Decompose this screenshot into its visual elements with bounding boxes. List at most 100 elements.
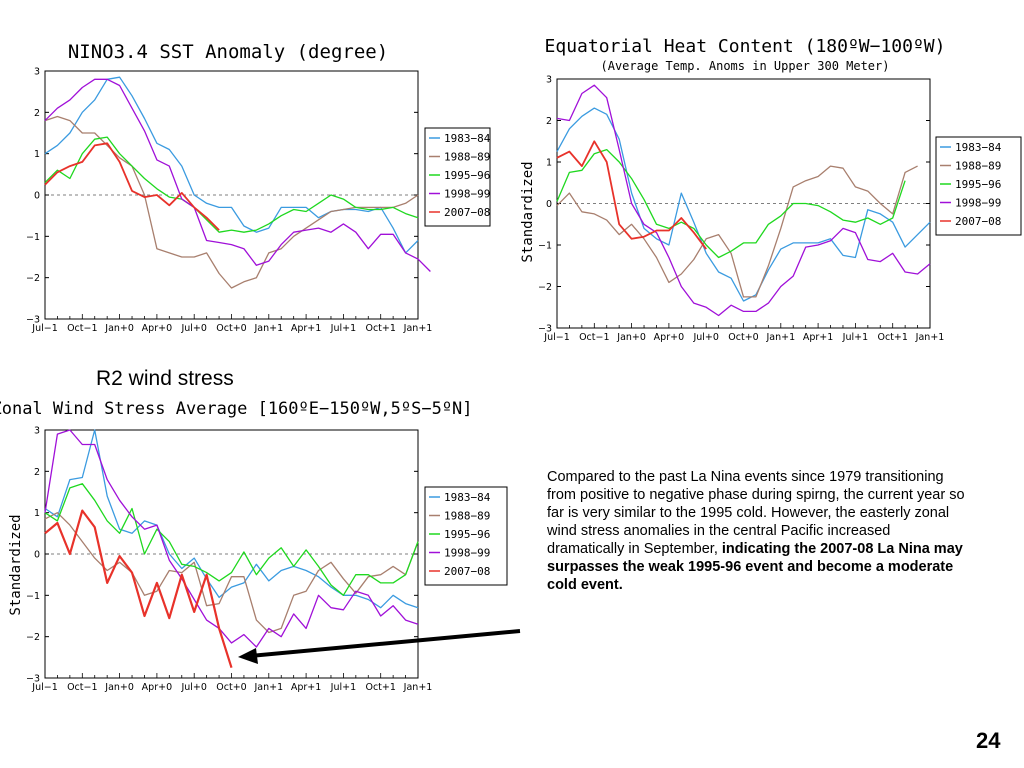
series-line-1983-84 [44,76,419,254]
y-tick-label: 2 [546,116,552,127]
legend-entry: 1995−96 [444,528,490,541]
chart-subtitle: (Average Temp. Anoms in Upper 300 Meter) [601,59,890,73]
x-tick-label: Oct−1 [67,323,97,334]
x-tick-label: Oct−1 [579,332,609,343]
series-line-1995-96 [44,136,419,233]
y-tick-label: −1 [26,591,40,602]
y-tick-label: 1 [34,508,40,519]
x-tick-label: Jan+0 [104,682,134,693]
series-line-1988-89 [556,165,918,298]
legend-box [424,486,508,586]
series-line-1998-99 [44,78,431,272]
legend-entry: 1998−99 [955,197,1001,210]
y-tick-label: 3 [34,426,40,437]
x-tick-label: Apr+0 [142,323,172,334]
chart-title: Zonal Wind Stress Average [160ºE−150ºW,5… [0,399,473,419]
y-tick-label: 2 [34,108,40,119]
y-tick-label: 0 [34,550,40,561]
y-tick-label: 3 [34,67,40,78]
x-tick-label: Jan+1 [253,682,283,693]
y-tick-label: −2 [26,273,40,284]
legend-entry: 1988−89 [444,151,490,164]
section-label: R2 wind stress [96,367,234,390]
x-tick-label: Jul−1 [31,682,57,693]
legend-entry: 1995−96 [955,178,1001,191]
y-tick-label: −3 [538,324,552,335]
y-tick-label: −3 [26,315,40,326]
series-line-2007-08 [44,142,220,231]
legend-entry: 1988−89 [955,160,1001,173]
y-tick-label: 2 [34,467,40,478]
x-tick-label: Oct+0 [216,682,246,693]
x-tick-label: Jul+0 [180,323,206,334]
arrow-head [238,648,258,664]
x-tick-label: Apr+0 [142,682,172,693]
legend-entry: 1983−84 [444,132,491,145]
x-tick-label: Apr+1 [803,332,833,343]
x-tick-label: Apr+0 [654,332,684,343]
legend-entry: 1998−99 [444,547,490,560]
x-tick-label: Oct+0 [728,332,758,343]
legend-box [935,136,1022,236]
zonal-wind-stress-chart: Zonal Wind Stress Average [160ºE−150ºW,5… [0,399,508,693]
y-tick-label: −2 [538,282,552,293]
series-line-1998-99 [44,429,419,648]
x-tick-label: Oct+1 [877,332,907,343]
x-tick-label: Oct+1 [365,323,395,334]
x-tick-label: Jul+1 [330,323,356,334]
chart-title: Equatorial Heat Content (180ºW−100ºW) [545,36,946,57]
legend-entry: 1998−99 [444,188,490,201]
series-line-2007-08 [556,140,707,250]
legend-entry: 1983−84 [444,491,491,504]
y-tick-label: 0 [546,199,552,210]
series-line-1998-99 [556,84,931,317]
annotation-arrow [238,629,521,664]
y-tick-label: 0 [34,191,40,202]
x-tick-label: Apr+1 [291,323,321,334]
x-tick-label: Apr+1 [291,682,321,693]
legend-entry: 2007−08 [444,206,490,219]
description-text: Compared to the past La Nina events sinc… [547,468,967,594]
x-tick-label: Jan+0 [616,332,646,343]
y-axis-label: Standardized [520,161,536,262]
description-bold: indicating the 2007-08 La Nina may surpa… [547,541,963,593]
equatorial-heat-content-chart: Equatorial Heat Content (180ºW−100ºW) (A… [520,36,1022,343]
x-tick-label: Jul+0 [692,332,718,343]
page-number: 24 [976,728,1001,753]
y-tick-label: 1 [546,158,552,169]
series-line-2007-08 [44,509,233,669]
legend-entry: 1988−89 [444,510,490,523]
legend-entry: 1983−84 [955,141,1002,154]
y-tick-label: 3 [546,75,552,86]
series-line-1983-84 [44,429,419,609]
y-tick-label: −1 [538,241,552,252]
x-tick-label: Jul−1 [543,332,569,343]
series-line-1995-96 [44,483,419,596]
x-tick-label: Jul+0 [180,682,206,693]
x-tick-label: Jan+1 [915,332,945,343]
y-tick-label: −1 [26,232,40,243]
x-tick-label: Jan+1 [403,682,433,693]
x-tick-label: Jan+0 [104,323,134,334]
arrow-shaft [249,629,521,658]
legend-box [424,127,491,227]
series-line-1988-89 [44,512,419,634]
x-tick-label: Jan+1 [253,323,283,334]
y-axis-label: Standardized [8,514,24,615]
y-tick-label: −3 [26,674,40,685]
x-tick-label: Jan+1 [403,323,433,334]
x-tick-label: Jul+1 [842,332,868,343]
legend-entry: 1995−96 [444,169,490,182]
y-tick-label: −2 [26,632,40,643]
x-tick-label: Jan+1 [765,332,795,343]
x-tick-label: Oct+1 [365,682,395,693]
series-line-1995-96 [556,148,906,259]
x-tick-label: Jul−1 [31,323,57,334]
x-tick-label: Oct+0 [216,323,246,334]
legend-entry: 2007−08 [444,565,490,578]
description-plain: Compared to the past La Nina events sinc… [547,469,965,557]
series-line-1988-89 [44,115,419,289]
x-tick-label: Oct−1 [67,682,97,693]
x-tick-label: Jul+1 [330,682,356,693]
